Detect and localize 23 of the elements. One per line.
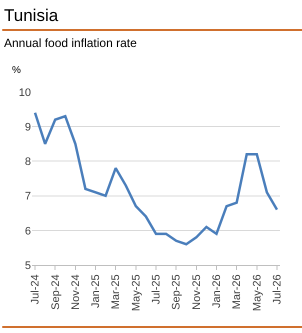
x-tick-label: Jul-24 (30, 274, 42, 304)
x-tick-label: Sep-25 (170, 274, 183, 310)
x-tick-label: Mar-25 (110, 274, 122, 310)
chart-subtitle: Annual food inflation rate (4, 36, 138, 50)
x-tick-label: Nov-25 (190, 274, 203, 310)
y-tick-label: 7 (24, 190, 31, 203)
x-tick-label: Sep-24 (50, 274, 62, 310)
chart-title: Tunisia (4, 6, 59, 25)
line-series (34, 112, 278, 246)
x-tick-label: May-25 (130, 274, 142, 312)
x-tick-label: Jul-26 (272, 274, 284, 304)
y-tick-label: 8 (24, 156, 31, 168)
x-tick-label: Jan-26 (211, 274, 224, 308)
x-tick-label: Nov-24 (70, 274, 82, 310)
x-tick-label: Jan-25 (90, 274, 102, 308)
y-tick-label: 10 (18, 86, 31, 99)
y-tick-label: 9 (24, 121, 31, 134)
y-tick-label: 6 (24, 225, 31, 238)
x-tick-label: May-26 (251, 274, 264, 312)
x-tick-label: Jul-25 (150, 274, 163, 304)
y-axis-title: % (12, 65, 21, 76)
y-tick-label: 5 (24, 260, 31, 272)
x-tick-label: Mar-26 (231, 274, 244, 310)
